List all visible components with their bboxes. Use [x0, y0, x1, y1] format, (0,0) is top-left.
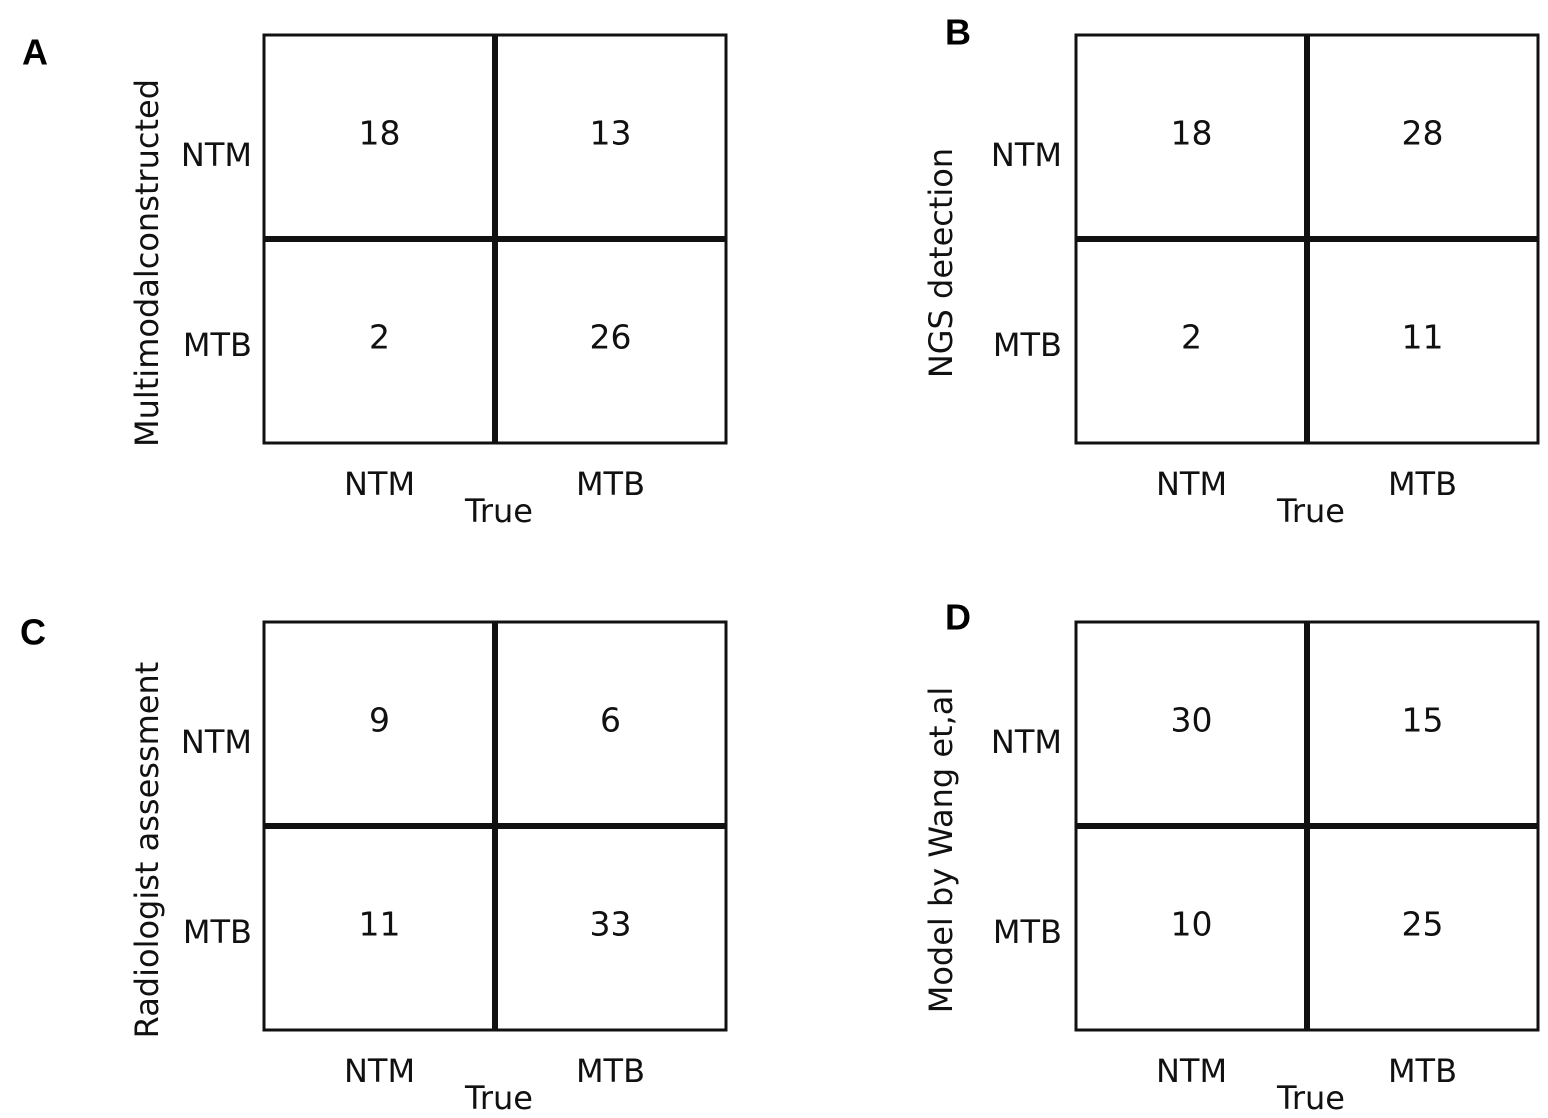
matrix-cell-value: 2 [369, 318, 390, 357]
x-tick-label: MTB [576, 1052, 645, 1090]
x-axis-label: True [1276, 492, 1345, 530]
x-tick-label: MTB [576, 465, 645, 503]
matrix-cell-value: 18 [359, 114, 401, 153]
y-tick-label: MTB [183, 913, 252, 951]
panel-letter: A [22, 32, 48, 73]
matrix-cell-value: 28 [1402, 114, 1444, 153]
matrix-cell-value: 25 [1402, 905, 1444, 944]
y-tick-label: NTM [991, 136, 1062, 174]
matrix-cell-value: 6 [600, 701, 621, 740]
x-tick-label: NTM [1156, 465, 1227, 503]
x-tick-label: MTB [1388, 1052, 1457, 1090]
x-tick-label: NTM [1156, 1052, 1227, 1090]
panel-b: B 18 28 2 11 NTM MTB NTM MTB True NGS detection [922, 12, 1540, 530]
y-axis-label: Radiologist assessment [128, 662, 166, 1039]
x-axis-label: True [464, 1079, 533, 1117]
panel-letter: B [945, 12, 971, 53]
matrix-cell-value: 33 [590, 905, 632, 944]
matrix-cell-value: 11 [359, 905, 401, 944]
panel-c: C 9 6 11 33 NTM MTB NTM MTB True Radiologist asses… [20, 612, 728, 1117]
matrix-cell-value: 10 [1171, 905, 1213, 944]
panel-letter: D [945, 597, 971, 638]
y-axis-label: NGS detection [922, 148, 960, 378]
y-tick-label: MTB [993, 913, 1062, 951]
x-tick-label: MTB [1388, 465, 1457, 503]
y-axis-label: Multimodalconstructed [128, 79, 166, 447]
x-axis-label: True [1276, 1079, 1345, 1117]
y-tick-label: NTM [181, 136, 252, 174]
x-tick-label: NTM [344, 465, 415, 503]
y-axis-label: Model by Wang et,al [922, 687, 960, 1014]
matrix-cell-value: 2 [1181, 318, 1202, 357]
y-tick-label: NTM [181, 723, 252, 761]
y-tick-label: NTM [991, 723, 1062, 761]
matrix-cell-value: 9 [369, 701, 390, 740]
matrix-cell-value: 30 [1171, 701, 1213, 740]
panel-letter: C [20, 612, 46, 653]
y-tick-label: MTB [183, 326, 252, 364]
y-tick-label: MTB [993, 326, 1062, 364]
matrix-cell-value: 18 [1171, 114, 1213, 153]
panel-a: A 18 13 2 26 NTM MTB NTM MTB True Multimodalconstr… [22, 32, 728, 530]
matrix-cell-value: 13 [590, 114, 632, 153]
matrix-cell-value: 15 [1402, 701, 1444, 740]
x-axis-label: True [464, 492, 533, 530]
matrix-cell-value: 11 [1402, 318, 1444, 357]
matrix-cell-value: 26 [590, 318, 632, 357]
x-tick-label: NTM [344, 1052, 415, 1090]
panel-d: D 30 15 10 25 NTM MTB NTM MTB True Model by Wang e… [922, 597, 1540, 1117]
